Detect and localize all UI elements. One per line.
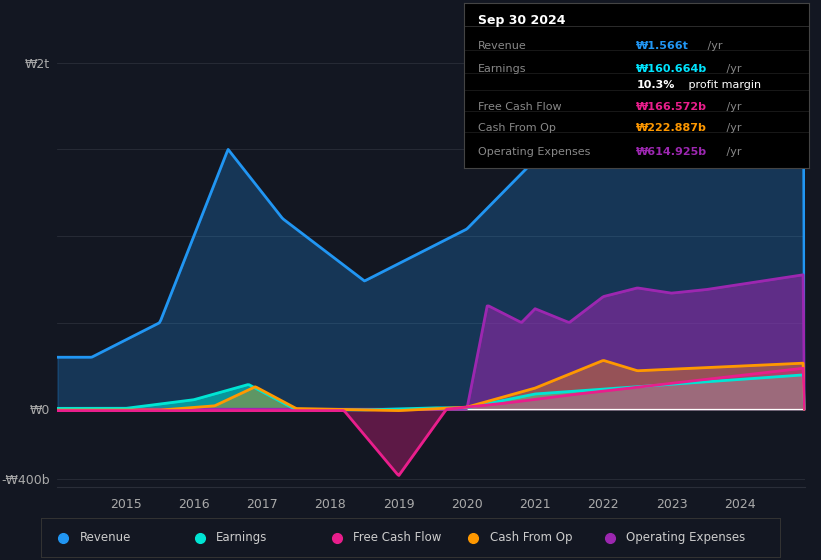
Text: Free Cash Flow: Free Cash Flow [353, 531, 441, 544]
Text: Earnings: Earnings [216, 531, 268, 544]
Text: /yr: /yr [723, 102, 741, 112]
Text: Sep 30 2024: Sep 30 2024 [478, 15, 565, 27]
Text: /yr: /yr [723, 64, 741, 74]
Text: 10.3%: 10.3% [636, 81, 675, 91]
Text: Operating Expenses: Operating Expenses [478, 147, 590, 157]
Text: Operating Expenses: Operating Expenses [626, 531, 745, 544]
Text: Free Cash Flow: Free Cash Flow [478, 102, 562, 112]
Text: ₩614.925b: ₩614.925b [636, 147, 708, 157]
Text: Cash From Op: Cash From Op [478, 123, 556, 133]
Text: ₩166.572b: ₩166.572b [636, 102, 707, 112]
Text: /yr: /yr [723, 123, 741, 133]
Text: ₩222.887b: ₩222.887b [636, 123, 707, 133]
Text: Revenue: Revenue [478, 41, 526, 51]
Text: Revenue: Revenue [80, 531, 131, 544]
Text: /yr: /yr [704, 41, 722, 51]
Text: ₩160.664b: ₩160.664b [636, 64, 708, 74]
Text: /yr: /yr [723, 147, 741, 157]
Text: Earnings: Earnings [478, 64, 526, 74]
Text: profit margin: profit margin [685, 81, 761, 91]
Text: ₩1.566t: ₩1.566t [636, 41, 689, 51]
Text: Cash From Op: Cash From Op [489, 531, 572, 544]
